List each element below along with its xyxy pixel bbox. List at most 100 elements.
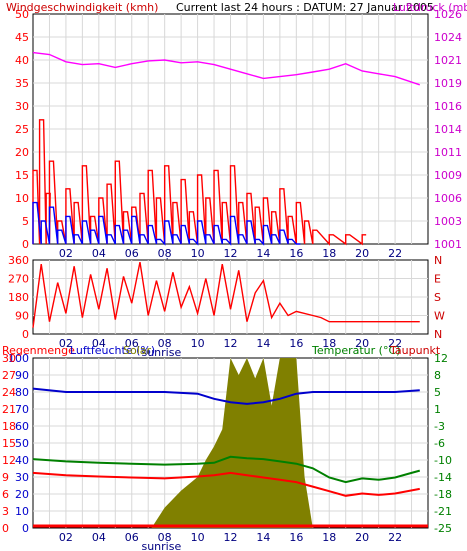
y2-tick-label: -3 xyxy=(434,420,445,433)
wind-title: Windgeschwindigkeit (kmh) xyxy=(6,1,158,14)
dewpoint-line xyxy=(32,471,420,497)
y2-tick-label: E xyxy=(434,273,441,286)
y-tick-label: 10 xyxy=(15,192,29,205)
x-tick-label: 04 xyxy=(92,247,106,260)
x-tick-label: 22 xyxy=(388,337,402,350)
humidity-line xyxy=(32,387,420,405)
y2-tick-label: 1003 xyxy=(434,215,462,228)
temperature-line xyxy=(32,455,421,484)
y2-tick-label: 1001 xyxy=(434,238,462,251)
y2-tick-label: -14 xyxy=(434,471,452,484)
y2-tick-label: -21 xyxy=(434,505,452,518)
y2-tick-label: -6 xyxy=(434,437,445,450)
x-tick-label: 10 xyxy=(191,531,205,544)
legend-taupunkt: Taupunkt xyxy=(389,344,441,357)
legend-regenmenge: Regenmenge xyxy=(2,344,75,357)
y-tick-label-rain: 6 xyxy=(2,488,9,501)
y2-tick-label: 1021 xyxy=(434,54,462,67)
x-tick-label: 16 xyxy=(289,337,303,350)
y-tick-label: 50 xyxy=(15,437,29,450)
y-tick-label: 70 xyxy=(15,403,29,416)
x-tick-label: 06 xyxy=(125,337,139,350)
y2-tick-label: 12 xyxy=(434,352,448,365)
y-tick-label-rain: 30 xyxy=(2,352,16,365)
y2-tick-label: 1024 xyxy=(434,31,462,44)
y-tick-label: 100 xyxy=(8,352,29,365)
x-tick-label: 02 xyxy=(59,247,73,260)
legend-temperatur: Temperatur (°C) xyxy=(311,344,400,357)
y2-tick-label: 1019 xyxy=(434,77,462,90)
y-tick-label: 30 xyxy=(15,100,29,113)
y-tick-label-rain: 3 xyxy=(2,505,9,518)
x-tick-label: 20 xyxy=(355,247,369,260)
y-tick-label: 35 xyxy=(15,77,29,90)
y-tick-label: 45 xyxy=(15,31,29,44)
y-tick-label: 90 xyxy=(15,310,29,323)
current-datum: Current last 24 hours : DATUM: 27 Januar… xyxy=(176,1,434,14)
x-tick-label: 10 xyxy=(191,337,205,350)
x-tick-label: 22 xyxy=(388,531,402,544)
y-tick-label: 360 xyxy=(8,254,29,267)
sunrise-label: sunrise xyxy=(141,540,181,551)
y2-tick-label: 1016 xyxy=(434,100,462,113)
x-tick-label: 14 xyxy=(256,337,270,350)
x-tick-label: 06 xyxy=(125,531,139,544)
pressure-title: Luftdruck (mb) xyxy=(393,1,467,14)
y-tick-label-rain: 15 xyxy=(2,437,16,450)
x-tick-label: 08 xyxy=(158,337,172,350)
humidity-temperature-panel: 02 04 06 08 10 12 14 16 18 20 22sunrise01020304050… xyxy=(2,352,452,551)
x-tick-label: 18 xyxy=(322,337,336,350)
x-tick-label: 12 xyxy=(224,247,238,260)
y-tick-label: 5 xyxy=(22,215,29,228)
y2-tick-label: N xyxy=(434,254,442,267)
x-tick-label: 20 xyxy=(355,531,369,544)
y-tick-label: 270 xyxy=(8,273,29,286)
y-tick-label: 15 xyxy=(15,169,29,182)
y2-tick-label: -18 xyxy=(434,488,452,501)
x-tick-label: 16 xyxy=(289,531,303,544)
x-tick-label: 22 xyxy=(388,247,402,260)
y2-tick-label: 1009 xyxy=(434,169,462,182)
y2-tick-label: W xyxy=(434,310,445,323)
y2-tick-label: 1014 xyxy=(434,123,462,136)
wind-speed-line xyxy=(32,201,301,246)
pressure-line xyxy=(32,51,420,86)
y-tick-label-rain: 21 xyxy=(2,403,16,416)
x-tick-label: 14 xyxy=(256,531,270,544)
legend-luftfeuchte: Luftfeuchte (%) xyxy=(70,344,155,357)
sunrise-label: sunrise xyxy=(141,346,181,359)
y-tick-label-rain: 0 xyxy=(2,522,9,535)
y2-tick-label: -25 xyxy=(434,522,452,535)
y2-tick-label: S xyxy=(434,291,441,304)
wind-pressure-panel: 0204060810121416182022sunrise05101520253… xyxy=(15,8,462,269)
y2-tick-label: 1 xyxy=(434,403,441,416)
y-tick-label: 90 xyxy=(15,369,29,382)
y-tick-label: 0 xyxy=(22,522,29,535)
x-tick-label: 18 xyxy=(322,531,336,544)
y2-tick-label: 1026 xyxy=(434,8,462,21)
x-tick-label: 12 xyxy=(224,531,238,544)
x-tick-label: 04 xyxy=(92,337,106,350)
y-tick-label: 20 xyxy=(15,146,29,159)
x-tick-label: 06 xyxy=(125,247,139,260)
y-tick-label: 180 xyxy=(8,291,29,304)
wind-gust-line xyxy=(32,119,367,246)
x-tick-label: 12 xyxy=(224,337,238,350)
wind-direction-line xyxy=(32,261,420,328)
y-tick-label: 30 xyxy=(15,471,29,484)
y-tick-label: 10 xyxy=(15,505,29,518)
y2-tick-label: 8 xyxy=(434,369,441,382)
y-tick-label-rain: 12 xyxy=(2,454,16,467)
y-tick-label: 20 xyxy=(15,488,29,501)
x-tick-label: 04 xyxy=(92,531,106,544)
y-tick-label: 0 xyxy=(22,238,29,251)
y-tick-label-rain: 18 xyxy=(2,420,16,433)
x-tick-label: 02 xyxy=(59,531,73,544)
x-tick-label: 16 xyxy=(289,247,303,260)
x-tick-label: 18 xyxy=(322,247,336,260)
y2-tick-label: 1011 xyxy=(434,146,462,159)
legend-solar: Solar xyxy=(123,344,152,357)
y2-tick-label: -10 xyxy=(434,454,452,467)
y-tick-label: 60 xyxy=(15,420,29,433)
